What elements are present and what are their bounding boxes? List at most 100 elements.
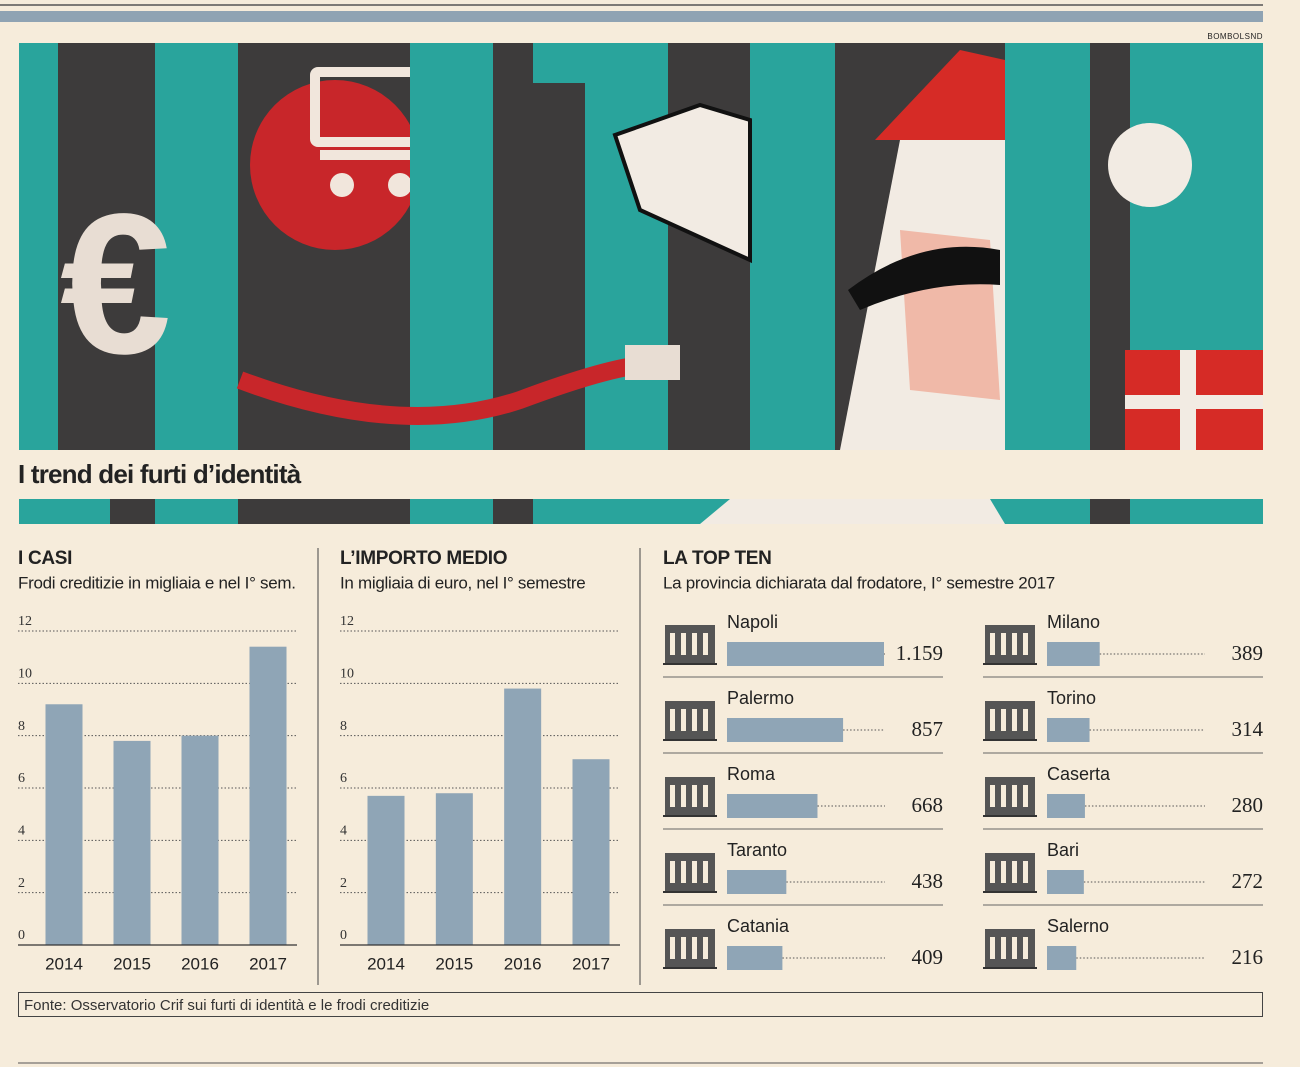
city-icon <box>983 625 1037 665</box>
bar <box>504 688 542 945</box>
value-label: 216 <box>1232 945 1264 969</box>
bar <box>1047 870 1084 894</box>
y-tick-label: 6 <box>340 771 347 786</box>
bar <box>1047 642 1100 666</box>
icon-window <box>670 861 675 883</box>
icon-window <box>1012 633 1017 655</box>
source-box <box>18 992 1263 1017</box>
icon-ground <box>663 891 717 893</box>
cursor-hand <box>612 102 752 264</box>
value-label: 314 <box>1232 717 1264 741</box>
strip-bg <box>19 499 1263 524</box>
bar <box>727 870 787 894</box>
icon-window <box>1023 633 1028 655</box>
x-tick-label: 2014 <box>45 954 83 973</box>
stripe <box>750 43 835 450</box>
strip-piece <box>1090 499 1130 524</box>
y-tick-label: 0 <box>18 928 25 943</box>
value-label: 857 <box>912 717 944 741</box>
icon-window <box>1023 709 1028 731</box>
icon-window <box>1023 937 1028 959</box>
icon-window <box>1001 937 1006 959</box>
strip-piece <box>493 499 533 524</box>
icon-window <box>703 709 708 731</box>
bar <box>435 793 473 945</box>
chart-title: I CASI <box>18 548 72 569</box>
y-tick-label: 4 <box>340 824 347 839</box>
chart-subtitle: La provincia dichiarata dal frodatore, I… <box>663 573 1055 592</box>
red-circle <box>250 80 420 250</box>
icon-window <box>703 785 708 807</box>
y-tick-label: 12 <box>340 614 354 629</box>
strip-piece <box>110 499 155 524</box>
value-label: 272 <box>1232 869 1264 893</box>
y-tick-label: 4 <box>18 824 25 839</box>
bar <box>181 735 219 945</box>
stripe <box>1005 43 1090 450</box>
category-label: Bari <box>1047 840 1079 860</box>
y-tick-label: 10 <box>18 667 32 682</box>
icon-ground <box>663 967 717 969</box>
icon-window <box>990 709 995 731</box>
icon-window <box>1001 861 1006 883</box>
y-tick-label: 2 <box>18 876 25 891</box>
icon-window <box>692 785 697 807</box>
x-tick-label: 2015 <box>435 954 473 973</box>
city-icon <box>663 929 717 969</box>
icon-window <box>703 861 708 883</box>
x-tick-label: 2016 <box>504 954 542 973</box>
bar <box>1047 946 1077 970</box>
icon-window <box>990 633 995 655</box>
x-tick-label: 2017 <box>572 954 610 973</box>
bar <box>45 704 83 945</box>
icon-window <box>681 785 686 807</box>
icon-window <box>1023 785 1028 807</box>
plug <box>625 345 680 380</box>
icon-window <box>681 861 686 883</box>
value-label: 389 <box>1232 641 1264 665</box>
icon-window <box>681 633 686 655</box>
icon-ground <box>663 739 717 741</box>
category-label: Salerno <box>1047 916 1109 936</box>
category-label: Catania <box>727 916 790 936</box>
category-label: Roma <box>727 764 776 784</box>
icon-window <box>703 937 708 959</box>
icon-window <box>1001 785 1006 807</box>
category-label: Napoli <box>727 612 778 632</box>
icon-window <box>990 861 995 883</box>
icon-window <box>1012 937 1017 959</box>
bar <box>1047 794 1085 818</box>
strip-piece <box>700 499 1005 524</box>
icon-window <box>990 937 995 959</box>
chart-subtitle: In migliaia di euro, nel I° semestre <box>340 573 585 592</box>
credit: BOMBOLSND <box>1207 32 1263 41</box>
source: Fonte: Osservatorio Crif sui furti di id… <box>24 997 429 1014</box>
stripe <box>155 43 238 450</box>
chart-title: LA TOP TEN <box>663 548 772 569</box>
icon-ground <box>983 891 1037 893</box>
x-tick-label: 2016 <box>181 954 219 973</box>
cable <box>236 356 642 425</box>
category-label: Taranto <box>727 840 787 860</box>
category-label: Torino <box>1047 688 1096 708</box>
category-label: Palermo <box>727 688 794 708</box>
icon-ground <box>983 663 1037 665</box>
y-tick-label: 8 <box>340 719 347 734</box>
icon-ground <box>983 967 1037 969</box>
y-tick-label: 0 <box>340 928 347 943</box>
y-tick-label: 10 <box>340 667 354 682</box>
stripe <box>410 43 493 450</box>
illustration: € <box>19 43 1263 450</box>
bar <box>572 759 610 945</box>
city-icon <box>663 625 717 665</box>
city-icon <box>983 929 1037 969</box>
icon-ground <box>663 815 717 817</box>
bar <box>113 740 151 945</box>
bar <box>727 946 783 970</box>
mask <box>848 246 1000 310</box>
icon-window <box>692 709 697 731</box>
city-icon <box>663 777 717 817</box>
city-icon <box>663 853 717 893</box>
icon-window <box>1012 861 1017 883</box>
bar <box>727 718 844 742</box>
